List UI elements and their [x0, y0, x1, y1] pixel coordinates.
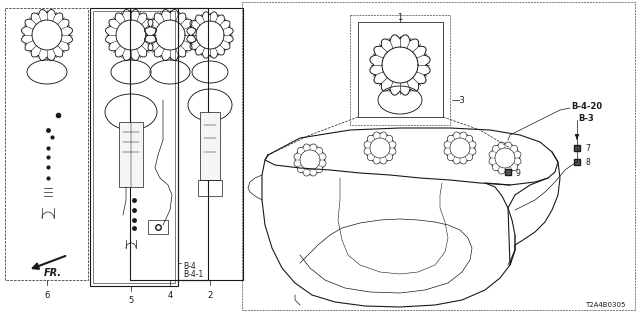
Bar	[242, 2, 635, 310]
Text: 7: 7	[585, 143, 590, 153]
Bar	[119, 122, 143, 187]
Text: B-4-20: B-4-20	[571, 102, 602, 111]
Text: B-3: B-3	[578, 114, 594, 123]
Text: 9: 9	[516, 169, 521, 178]
Text: 4: 4	[168, 291, 173, 300]
Bar	[178, 8, 243, 280]
Text: B-4-1: B-4-1	[183, 270, 204, 279]
Text: 1: 1	[397, 13, 403, 22]
Text: —3: —3	[452, 95, 466, 105]
Bar	[148, 220, 168, 234]
Bar	[5, 8, 88, 280]
Text: T2A4B0305: T2A4B0305	[584, 302, 625, 308]
Text: 6: 6	[44, 291, 50, 300]
Text: 8: 8	[585, 157, 589, 166]
Bar	[130, 8, 208, 280]
Bar	[198, 180, 222, 196]
Bar	[200, 112, 220, 180]
Text: 2: 2	[207, 291, 212, 300]
Text: B-4: B-4	[183, 262, 196, 271]
Bar	[93, 11, 175, 283]
Bar	[90, 8, 178, 286]
Bar	[350, 15, 450, 125]
Text: 5: 5	[129, 296, 134, 305]
Text: FR.: FR.	[44, 268, 62, 278]
Bar	[358, 22, 443, 117]
